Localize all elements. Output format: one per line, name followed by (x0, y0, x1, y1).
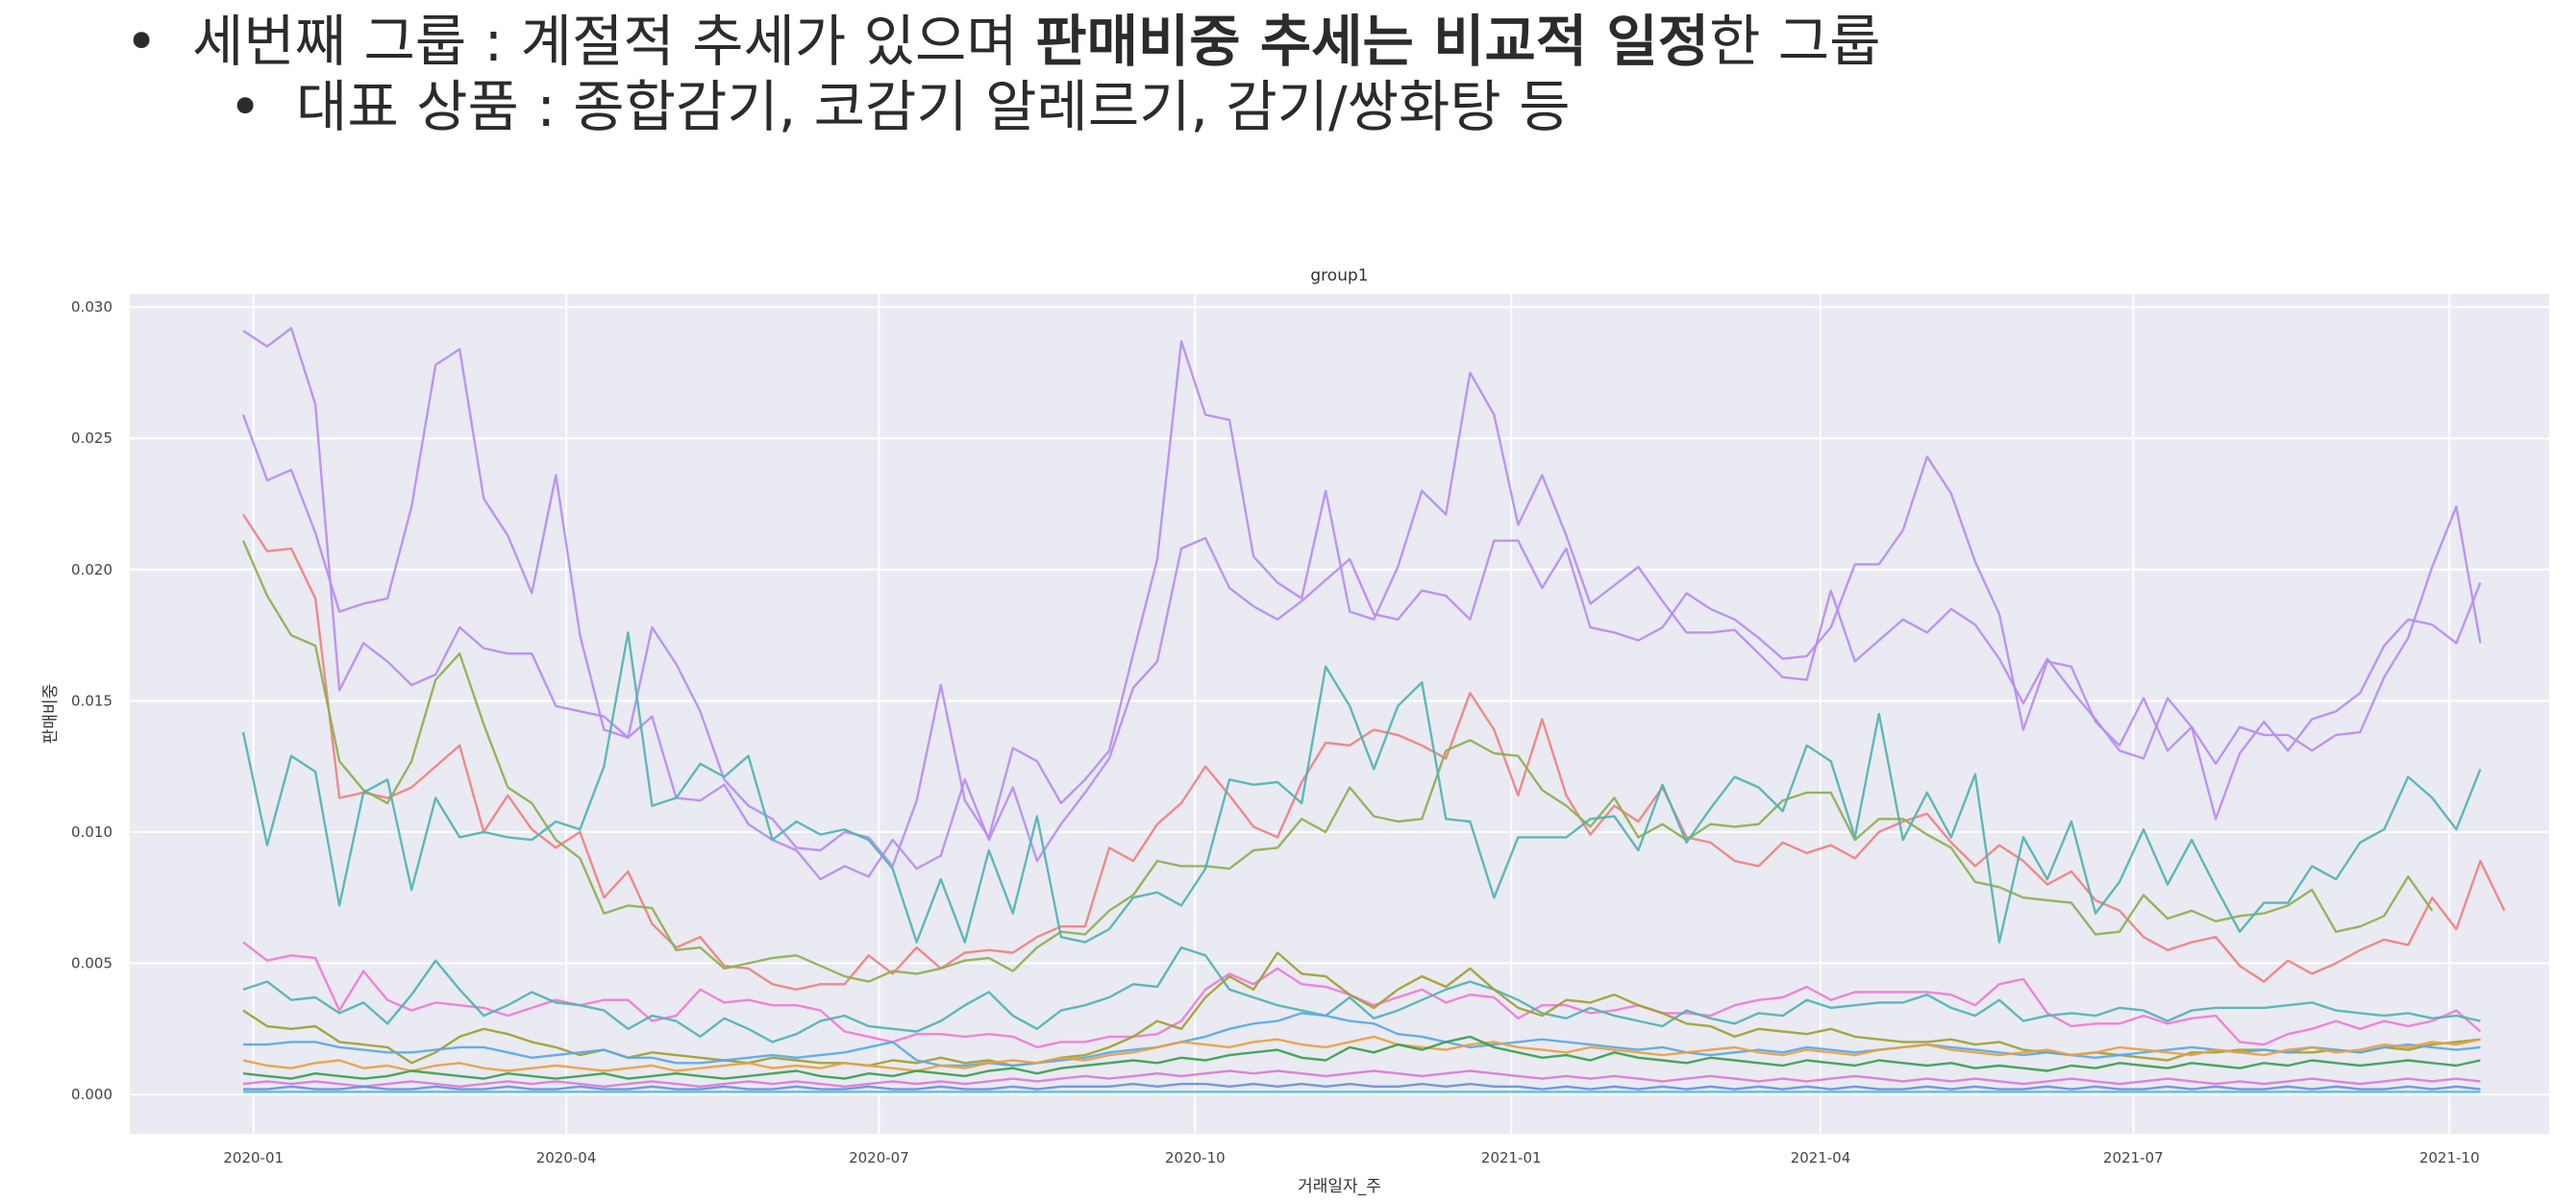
x-tick-label: 2021-10 (2419, 1149, 2480, 1166)
bullet-dot: • (125, 9, 159, 74)
plot-background (130, 294, 2549, 1134)
x-tick-labels: 2020-01 2020-04 2020-07 2020-10 2021-01 2021-… (223, 1149, 2479, 1166)
series-line-9 (243, 1012, 2481, 1068)
y-tick-label: 0.020 (71, 561, 112, 578)
series-line-13 (243, 1082, 2481, 1091)
y-tick-labels: 0.000 0.005 0.010 0.015 0.020 0.025 0.030 (71, 299, 112, 1103)
x-tick-label: 2020-04 (536, 1149, 597, 1166)
bullet-1-text-bold: 판매비중 추세는 비교적 일정 (1035, 9, 1710, 74)
x-tick-label: 2020-10 (1165, 1149, 1226, 1166)
series-line-5 (241, 631, 2482, 944)
chart-series (241, 327, 2506, 1093)
series-line-7 (242, 945, 2481, 1043)
y-tick-label: 0.005 (71, 954, 112, 971)
y-tick-label: 0.015 (71, 692, 112, 709)
series-line-10 (242, 1035, 2481, 1072)
x-axis-label: 거래일자_주 (1298, 1177, 1381, 1196)
x-tick-label: 2021-07 (2103, 1149, 2164, 1166)
bullet-line-2: • 대표 상품 : 종합감기, 코감기 알레르기, 감기/쌍화탕 등 (229, 73, 1571, 140)
x-tick-label: 2020-07 (849, 1149, 909, 1166)
y-tick-label: 0.000 (71, 1086, 112, 1103)
y-tick-label: 0.030 (71, 299, 112, 316)
y-axis-label: 판매비중 (41, 684, 61, 745)
chart-title: group1 (1310, 266, 1368, 285)
series-line-11 (242, 1035, 2481, 1080)
bullet-1-text-a: 세번째 그룹 : 계절적 추세가 있으며 (192, 9, 1036, 74)
bullet-dot: • (229, 74, 262, 139)
bullet-1-text-c: 한 그룹 (1709, 9, 1881, 74)
x-tick-label: 2020-01 (223, 1149, 284, 1166)
series-line-2 (241, 340, 2482, 868)
y-tick-label: 0.025 (71, 430, 112, 447)
x-tick-label: 2021-01 (1481, 1149, 1542, 1166)
bullet-2-text: 대표 상품 : 종합감기, 코감기 알레르기, 감기/쌍화탕 등 (296, 74, 1571, 139)
series-line-4 (241, 540, 2434, 983)
bullet-line-1: • 세번째 그룹 : 계절적 추세가 있으며 판매비중 추세는 비교적 일정한 그… (125, 8, 1881, 75)
y-tick-label: 0.010 (71, 823, 112, 841)
series-line-12 (242, 1069, 2481, 1089)
x-tick-label: 2021-04 (1791, 1149, 1851, 1166)
